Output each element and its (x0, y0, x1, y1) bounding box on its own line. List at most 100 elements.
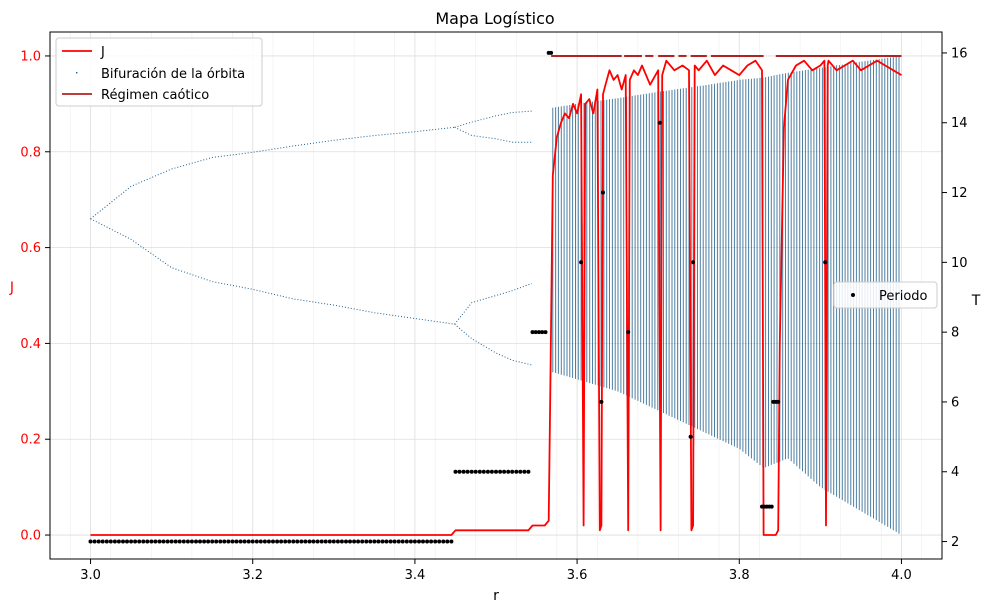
y-right-tick-label: 6 (951, 395, 959, 410)
period-point (339, 539, 344, 544)
period-point (477, 469, 482, 474)
period-point (400, 539, 405, 544)
plot-frame (49, 31, 943, 560)
period-point (498, 469, 503, 474)
grid (50, 32, 942, 559)
period-point (262, 539, 267, 544)
orbit-branch (454, 110, 532, 128)
period-point (177, 539, 182, 544)
period-point (688, 434, 693, 439)
period-point (125, 539, 129, 544)
period-point (133, 539, 138, 544)
period-point (266, 539, 271, 544)
period-point (433, 539, 438, 544)
period-point (92, 539, 97, 544)
period-point (392, 539, 397, 544)
x-tick-label: 4.0 (891, 568, 912, 583)
period-point (96, 539, 101, 544)
y-right-axis-label: T (971, 293, 981, 309)
period-point (601, 190, 605, 195)
period-point (311, 539, 316, 544)
period-point (145, 539, 150, 544)
y-left-tick-label: 1.0 (20, 49, 41, 64)
period-point (230, 539, 235, 544)
period-point (823, 260, 828, 265)
period-point (250, 539, 255, 544)
y-right-tick-label: 12 (951, 186, 968, 201)
y-left-tick-label: 0.4 (20, 337, 41, 352)
period-point (352, 539, 357, 544)
y-right-tick-label: 2 (951, 535, 959, 550)
orbit-branch (454, 126, 532, 143)
period-point (461, 469, 466, 474)
y-left-tick-label: 0.8 (20, 145, 41, 160)
period-point (457, 469, 462, 474)
period-point (108, 539, 113, 544)
period-point (157, 539, 162, 544)
period-point (335, 539, 340, 544)
period-point (657, 120, 662, 125)
period-point (530, 330, 535, 335)
y-left-axis-ticks: 0.0 0.2 0.4 0.6 0.8 1.0 (20, 49, 50, 544)
period-point (149, 539, 154, 544)
period-point (295, 539, 300, 544)
period-point (540, 330, 545, 335)
period-point (481, 469, 486, 474)
period-point (502, 469, 507, 474)
period-point (356, 539, 361, 544)
period-point (404, 539, 409, 544)
period-point (331, 539, 336, 544)
period-point (104, 539, 109, 544)
period-point (291, 539, 296, 544)
period-point (238, 539, 243, 544)
period-point (181, 539, 186, 544)
period-point (327, 539, 332, 544)
y-left-tick-label: 0.6 (20, 241, 41, 256)
period-point (242, 539, 247, 544)
legend-right: Periodo (833, 281, 938, 309)
period-point (769, 504, 774, 509)
period-point (522, 469, 527, 474)
period-point (173, 539, 178, 544)
period-point (275, 539, 280, 544)
period-point (323, 539, 328, 544)
period-point (161, 539, 166, 544)
period-point (510, 469, 515, 474)
x-tick-label: 3.6 (567, 568, 588, 583)
y-left-tick-label: 0.0 (20, 529, 41, 544)
y-left-axis-label: J (9, 280, 14, 296)
period-point (315, 539, 320, 544)
period-point (189, 539, 194, 544)
period-point (165, 539, 170, 544)
x-tick-label: 3.2 (242, 568, 263, 583)
period-point (283, 539, 288, 544)
period-point (441, 539, 446, 544)
period-point (210, 539, 215, 544)
legend-left-box (55, 37, 263, 107)
period-point (279, 539, 284, 544)
period-point (372, 539, 377, 544)
period-point (307, 539, 312, 544)
period-point (299, 539, 304, 544)
period-point (198, 539, 202, 544)
period-point (396, 539, 401, 544)
period-point (319, 539, 324, 544)
y-right-tick-label: 8 (951, 326, 959, 341)
period-point (258, 539, 263, 544)
period-point (579, 260, 584, 265)
period-point (376, 539, 381, 544)
legend-orbit-swatch (76, 72, 78, 74)
period-point (116, 539, 121, 544)
period-point (129, 539, 134, 544)
period-point (445, 539, 450, 544)
period-point (222, 539, 227, 544)
period-point (271, 539, 275, 544)
period-point (287, 539, 292, 544)
x-axis-label: r (493, 588, 499, 604)
period-point (437, 539, 442, 544)
legend-period-label: Periodo (879, 289, 928, 304)
x-tick-label: 3.4 (405, 568, 426, 583)
period-point (88, 539, 93, 544)
period-point (202, 539, 207, 544)
period-point (776, 399, 781, 404)
